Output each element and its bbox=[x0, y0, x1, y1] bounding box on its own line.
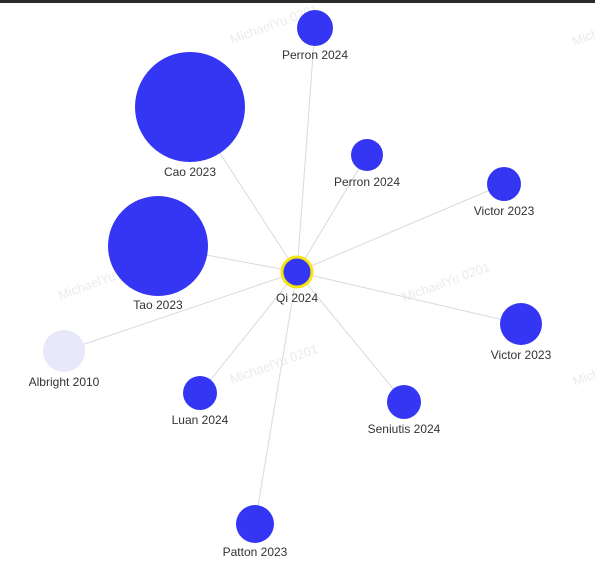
node-label: Tao 2023 bbox=[133, 298, 183, 312]
node-label: Patton 2023 bbox=[223, 545, 288, 559]
node-circle[interactable] bbox=[43, 330, 85, 372]
node-label: Seniutis 2024 bbox=[368, 422, 441, 436]
node-label: Cao 2023 bbox=[164, 165, 216, 179]
edge-line bbox=[296, 271, 405, 403]
node-circle[interactable] bbox=[297, 10, 333, 46]
graph-node[interactable]: Cao 2023 bbox=[135, 52, 245, 179]
watermark-text: MichaelYu 0201 bbox=[571, 343, 595, 389]
node-label: Perron 2024 bbox=[334, 175, 400, 189]
edge-line bbox=[296, 154, 368, 273]
watermark-text: MichaelYu 0201 bbox=[228, 341, 320, 387]
node-label: Victor 2023 bbox=[491, 348, 552, 362]
center-node-label: Qi 2024 bbox=[276, 291, 318, 305]
node-label: Luan 2024 bbox=[172, 413, 229, 427]
center-node[interactable]: Qi 2024 bbox=[276, 255, 318, 305]
node-circle[interactable] bbox=[108, 196, 208, 296]
node-circle[interactable] bbox=[487, 167, 521, 201]
node-label: Perron 2024 bbox=[282, 48, 348, 62]
node-layer: Perron 2024 Cao 2023 Perron 2024 Victor … bbox=[29, 10, 552, 559]
edge-line bbox=[254, 271, 298, 525]
node-circle[interactable] bbox=[183, 376, 217, 410]
graph-node[interactable]: Victor 2023 bbox=[474, 167, 535, 218]
graph-node[interactable]: Perron 2024 bbox=[282, 10, 348, 62]
selected-node-circle[interactable] bbox=[280, 255, 314, 289]
watermark-text: MichaelYu 0201 bbox=[570, 3, 595, 49]
node-circle[interactable] bbox=[351, 139, 383, 171]
edge-line bbox=[63, 271, 298, 352]
graph-node[interactable]: Luan 2024 bbox=[172, 376, 229, 427]
graph-node[interactable]: Albright 2010 bbox=[29, 330, 100, 389]
node-circle[interactable] bbox=[387, 385, 421, 419]
edge-line bbox=[296, 271, 522, 325]
graph-node[interactable]: Seniutis 2024 bbox=[368, 385, 441, 436]
node-circle[interactable] bbox=[236, 505, 274, 543]
graph-node[interactable]: Patton 2023 bbox=[223, 505, 288, 559]
edge-line bbox=[296, 183, 505, 273]
node-circle[interactable] bbox=[500, 303, 542, 345]
edge-line bbox=[296, 27, 316, 273]
node-circle[interactable] bbox=[135, 52, 245, 162]
graph-node[interactable]: Perron 2024 bbox=[334, 139, 400, 189]
graph-node[interactable]: Tao 2023 bbox=[108, 196, 208, 312]
graph-node[interactable]: Victor 2023 bbox=[491, 303, 552, 362]
node-label: Victor 2023 bbox=[474, 204, 535, 218]
node-label: Albright 2010 bbox=[29, 375, 100, 389]
window-top-border bbox=[0, 0, 595, 3]
edge-line bbox=[199, 271, 298, 394]
watermark-text: MichaelYu 0201 bbox=[400, 259, 492, 305]
